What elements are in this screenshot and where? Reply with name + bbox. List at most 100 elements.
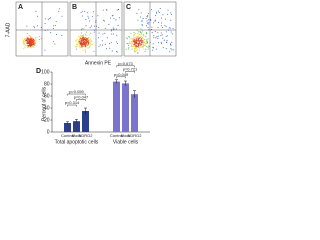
flow-dot	[137, 52, 139, 54]
flow-dot	[140, 41, 142, 43]
flow-dot	[80, 11, 82, 13]
flow-dot	[133, 45, 135, 47]
flow-dot	[83, 42, 85, 44]
bar	[131, 94, 138, 132]
flow-dot	[130, 32, 132, 34]
flow-dot	[133, 39, 135, 41]
flow-dot	[170, 48, 172, 50]
flow-dot	[106, 37, 108, 39]
flow-dot	[47, 19, 49, 21]
flow-dot	[75, 44, 77, 46]
flow-dot	[134, 43, 136, 45]
flow-dot	[170, 44, 172, 46]
flow-dot	[35, 36, 37, 38]
flow-dot	[151, 9, 153, 11]
flow-dot	[146, 22, 148, 24]
flow-dot	[52, 28, 54, 30]
flow-dot	[93, 50, 95, 52]
bracket	[76, 99, 86, 101]
flow-dot	[85, 47, 87, 49]
flow-dot	[117, 43, 119, 45]
flow-dot	[150, 18, 152, 20]
flow-dot	[61, 15, 63, 17]
flow-dot	[170, 31, 172, 33]
bracket	[67, 104, 77, 107]
flow-dot	[23, 47, 25, 49]
flow-dot	[115, 19, 117, 21]
flow-dot	[87, 43, 89, 45]
flow-dot	[136, 40, 138, 42]
flow-dot	[166, 42, 168, 44]
flow-dot	[84, 40, 86, 42]
flow-dot	[135, 39, 137, 41]
flow-dot	[85, 37, 87, 39]
panel-label: D	[36, 68, 41, 75]
p-value: p=0.049	[114, 72, 129, 77]
flow-dot	[91, 16, 93, 18]
flow-dot	[148, 22, 150, 24]
flow-dot	[30, 45, 32, 47]
flow-dot	[139, 42, 141, 44]
flow-dot	[128, 41, 130, 43]
flow-dot	[26, 32, 28, 34]
flow-dot	[80, 35, 82, 37]
flow-dot	[154, 20, 156, 22]
flow-dot	[84, 37, 86, 39]
flow-dot	[84, 41, 86, 43]
flow-dot	[142, 48, 144, 50]
flow-dot	[138, 36, 140, 38]
x-tick-label: Control	[110, 133, 123, 138]
flow-y-label: 7-AAD	[5, 22, 11, 37]
flow-dot	[137, 32, 139, 34]
flow-dot	[141, 19, 143, 21]
flow-dot	[80, 42, 82, 44]
flow-dot	[135, 44, 137, 46]
flow-dot	[98, 26, 100, 28]
flow-dot	[104, 32, 106, 34]
flow-dot	[83, 38, 85, 40]
flow-dot	[135, 47, 137, 49]
flow-dot	[28, 46, 30, 48]
flow-dot	[30, 40, 32, 42]
flow-dot	[81, 40, 83, 42]
flow-dot	[138, 38, 140, 40]
flow-dot	[160, 43, 162, 45]
bracket	[116, 65, 135, 68]
flow-dot	[135, 45, 137, 47]
flow-dot	[44, 23, 46, 25]
flow-dot	[147, 15, 149, 17]
flow-dot	[147, 48, 149, 50]
flow-dot	[54, 43, 56, 45]
flow-dot	[81, 36, 83, 38]
y-tick-label: 0	[47, 129, 50, 135]
flow-dot	[146, 32, 148, 34]
flow-dot	[142, 42, 144, 44]
flow-dot	[146, 41, 148, 43]
flow-dot	[141, 46, 143, 48]
flow-dot	[137, 19, 139, 21]
flow-dot	[134, 44, 136, 46]
y-tick-label: 20	[44, 117, 50, 123]
flow-dot	[77, 35, 79, 37]
group-label: Viable cells	[113, 139, 139, 145]
flow-dot	[134, 50, 136, 52]
flow-dot	[86, 46, 88, 48]
flow-dot	[125, 48, 127, 50]
flow-dot	[142, 17, 144, 19]
flow-dot	[24, 46, 26, 48]
flow-dot	[162, 14, 164, 16]
flow-dot	[133, 48, 135, 50]
flow-dot	[26, 25, 28, 27]
flow-dot	[139, 31, 141, 33]
flow-dot	[106, 48, 108, 50]
flow-dot	[81, 38, 83, 40]
flow-dot	[27, 37, 29, 39]
flow-dot	[24, 42, 26, 44]
flow-dot	[83, 35, 85, 37]
flow-dot	[28, 41, 30, 43]
flow-dot	[32, 45, 34, 47]
flow-dot	[86, 12, 88, 14]
flow-dot	[139, 49, 141, 51]
flow-dot	[85, 33, 87, 35]
y-tick-label: 60	[44, 93, 50, 99]
